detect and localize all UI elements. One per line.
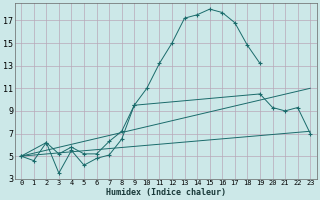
X-axis label: Humidex (Indice chaleur): Humidex (Indice chaleur): [106, 188, 226, 197]
